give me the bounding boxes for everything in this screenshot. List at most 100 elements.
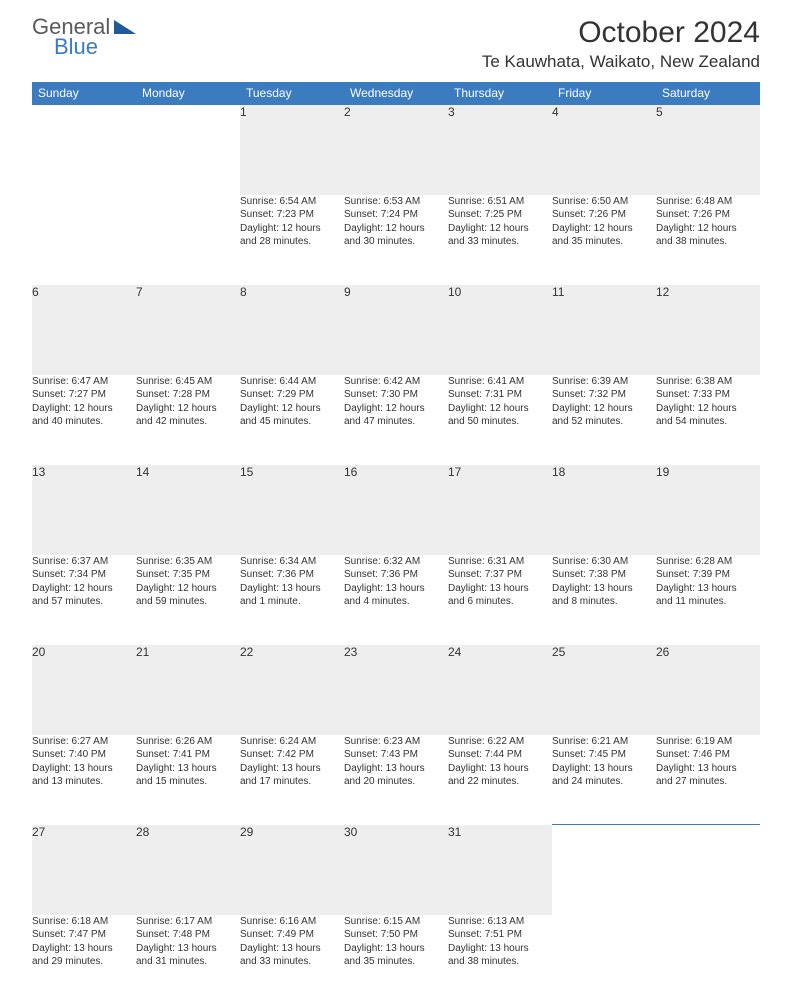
- day-detail-line: Sunset: 7:49 PM: [240, 928, 344, 942]
- day-detail-line: Daylight: 12 hours: [448, 222, 552, 236]
- day-detail-line: Sunset: 7:34 PM: [32, 568, 136, 582]
- day-detail-line: Daylight: 12 hours: [136, 402, 240, 416]
- day-number-cell: 18: [552, 465, 656, 555]
- day-detail-line: and 50 minutes.: [448, 415, 552, 429]
- day-content-cell: Sunrise: 6:21 AMSunset: 7:45 PMDaylight:…: [552, 735, 656, 825]
- day-detail-line: Sunrise: 6:32 AM: [344, 555, 448, 569]
- day-content-cell: [656, 915, 760, 1005]
- day-detail-line: Sunrise: 6:15 AM: [344, 915, 448, 929]
- day-number-cell: 31: [448, 825, 552, 915]
- daynum-row: 2728293031: [32, 825, 760, 915]
- day-detail-line: and 8 minutes.: [552, 595, 656, 609]
- day-content-cell: Sunrise: 6:38 AMSunset: 7:33 PMDaylight:…: [656, 375, 760, 465]
- day-content-cell: Sunrise: 6:37 AMSunset: 7:34 PMDaylight:…: [32, 555, 136, 645]
- day-detail-line: Daylight: 13 hours: [32, 762, 136, 776]
- day-number-cell: 16: [344, 465, 448, 555]
- location-subtitle: Te Kauwhata, Waikato, New Zealand: [482, 52, 760, 72]
- day-detail-line: and 6 minutes.: [448, 595, 552, 609]
- day-detail-line: Sunset: 7:39 PM: [656, 568, 760, 582]
- day-content-cell: Sunrise: 6:35 AMSunset: 7:35 PMDaylight:…: [136, 555, 240, 645]
- day-number-cell: 20: [32, 645, 136, 735]
- day-detail-line: Daylight: 12 hours: [32, 402, 136, 416]
- day-detail-line: and 13 minutes.: [32, 775, 136, 789]
- day-detail-line: Sunset: 7:28 PM: [136, 388, 240, 402]
- day-detail-line: Sunset: 7:36 PM: [240, 568, 344, 582]
- content-row: Sunrise: 6:37 AMSunset: 7:34 PMDaylight:…: [32, 555, 760, 645]
- day-number-cell: 28: [136, 825, 240, 915]
- day-detail-line: and 28 minutes.: [240, 235, 344, 249]
- day-detail-line: Sunset: 7:36 PM: [344, 568, 448, 582]
- day-detail-line: Sunset: 7:42 PM: [240, 748, 344, 762]
- day-detail-line: Sunset: 7:35 PM: [136, 568, 240, 582]
- day-detail-line: and 57 minutes.: [32, 595, 136, 609]
- day-detail-line: Sunset: 7:45 PM: [552, 748, 656, 762]
- day-detail-line: Daylight: 12 hours: [32, 582, 136, 596]
- day-detail-line: Daylight: 13 hours: [552, 582, 656, 596]
- weekday-header: Tuesday: [240, 82, 344, 105]
- brand-word2: Blue: [54, 36, 98, 58]
- month-title: October 2024: [482, 16, 760, 50]
- day-detail-line: Sunrise: 6:37 AM: [32, 555, 136, 569]
- weekday-header-row: Sunday Monday Tuesday Wednesday Thursday…: [32, 82, 760, 105]
- daynum-row: 20212223242526: [32, 645, 760, 735]
- day-detail-line: Sunrise: 6:42 AM: [344, 375, 448, 389]
- brand-logo: General Blue: [32, 16, 136, 58]
- day-content-cell: Sunrise: 6:17 AMSunset: 7:48 PMDaylight:…: [136, 915, 240, 1005]
- day-detail-line: and 20 minutes.: [344, 775, 448, 789]
- daynum-row: 6789101112: [32, 285, 760, 375]
- day-detail-line: Sunrise: 6:16 AM: [240, 915, 344, 929]
- flag-icon: [114, 16, 136, 38]
- brand-word2-row: Blue: [32, 36, 98, 58]
- calendar-table: Sunday Monday Tuesday Wednesday Thursday…: [32, 82, 760, 1005]
- day-content-cell: [32, 195, 136, 285]
- day-detail-line: Sunset: 7:23 PM: [240, 208, 344, 222]
- day-detail-line: and 29 minutes.: [32, 955, 136, 969]
- day-number-cell: 2: [344, 105, 448, 195]
- day-detail-line: Sunrise: 6:27 AM: [32, 735, 136, 749]
- day-detail-line: Sunrise: 6:19 AM: [656, 735, 760, 749]
- day-detail-line: and 17 minutes.: [240, 775, 344, 789]
- day-detail-line: Sunset: 7:38 PM: [552, 568, 656, 582]
- day-content-cell: [136, 195, 240, 285]
- day-detail-line: and 33 minutes.: [240, 955, 344, 969]
- day-detail-line: Daylight: 13 hours: [240, 942, 344, 956]
- day-content-cell: Sunrise: 6:28 AMSunset: 7:39 PMDaylight:…: [656, 555, 760, 645]
- day-number-cell: 9: [344, 285, 448, 375]
- day-content-cell: Sunrise: 6:26 AMSunset: 7:41 PMDaylight:…: [136, 735, 240, 825]
- day-detail-line: Sunset: 7:50 PM: [344, 928, 448, 942]
- day-detail-line: Daylight: 12 hours: [136, 582, 240, 596]
- weekday-header: Saturday: [656, 82, 760, 105]
- day-number-cell: 30: [344, 825, 448, 915]
- day-number-cell: 24: [448, 645, 552, 735]
- day-number-cell: 8: [240, 285, 344, 375]
- day-detail-line: Sunset: 7:51 PM: [448, 928, 552, 942]
- day-detail-line: and 38 minutes.: [448, 955, 552, 969]
- day-detail-line: Sunrise: 6:50 AM: [552, 195, 656, 209]
- day-content-cell: Sunrise: 6:24 AMSunset: 7:42 PMDaylight:…: [240, 735, 344, 825]
- day-detail-line: Sunrise: 6:28 AM: [656, 555, 760, 569]
- day-detail-line: Daylight: 13 hours: [32, 942, 136, 956]
- day-detail-line: Daylight: 13 hours: [552, 762, 656, 776]
- weekday-header: Thursday: [448, 82, 552, 105]
- day-number-cell: 17: [448, 465, 552, 555]
- day-detail-line: Sunrise: 6:38 AM: [656, 375, 760, 389]
- day-number-cell: 12: [656, 285, 760, 375]
- day-detail-line: Daylight: 13 hours: [448, 762, 552, 776]
- day-number-cell: 7: [136, 285, 240, 375]
- day-detail-line: Sunrise: 6:39 AM: [552, 375, 656, 389]
- content-row: Sunrise: 6:27 AMSunset: 7:40 PMDaylight:…: [32, 735, 760, 825]
- day-detail-line: Sunset: 7:25 PM: [448, 208, 552, 222]
- day-detail-line: Daylight: 12 hours: [240, 402, 344, 416]
- day-detail-line: Sunrise: 6:30 AM: [552, 555, 656, 569]
- day-content-cell: Sunrise: 6:54 AMSunset: 7:23 PMDaylight:…: [240, 195, 344, 285]
- day-detail-line: Sunset: 7:40 PM: [32, 748, 136, 762]
- day-detail-line: and 24 minutes.: [552, 775, 656, 789]
- day-number-cell: 10: [448, 285, 552, 375]
- day-detail-line: Sunrise: 6:13 AM: [448, 915, 552, 929]
- day-detail-line: Sunset: 7:43 PM: [344, 748, 448, 762]
- day-detail-line: Sunset: 7:37 PM: [448, 568, 552, 582]
- day-detail-line: Sunset: 7:47 PM: [32, 928, 136, 942]
- day-detail-line: Daylight: 12 hours: [552, 222, 656, 236]
- day-detail-line: and 38 minutes.: [656, 235, 760, 249]
- day-content-cell: Sunrise: 6:45 AMSunset: 7:28 PMDaylight:…: [136, 375, 240, 465]
